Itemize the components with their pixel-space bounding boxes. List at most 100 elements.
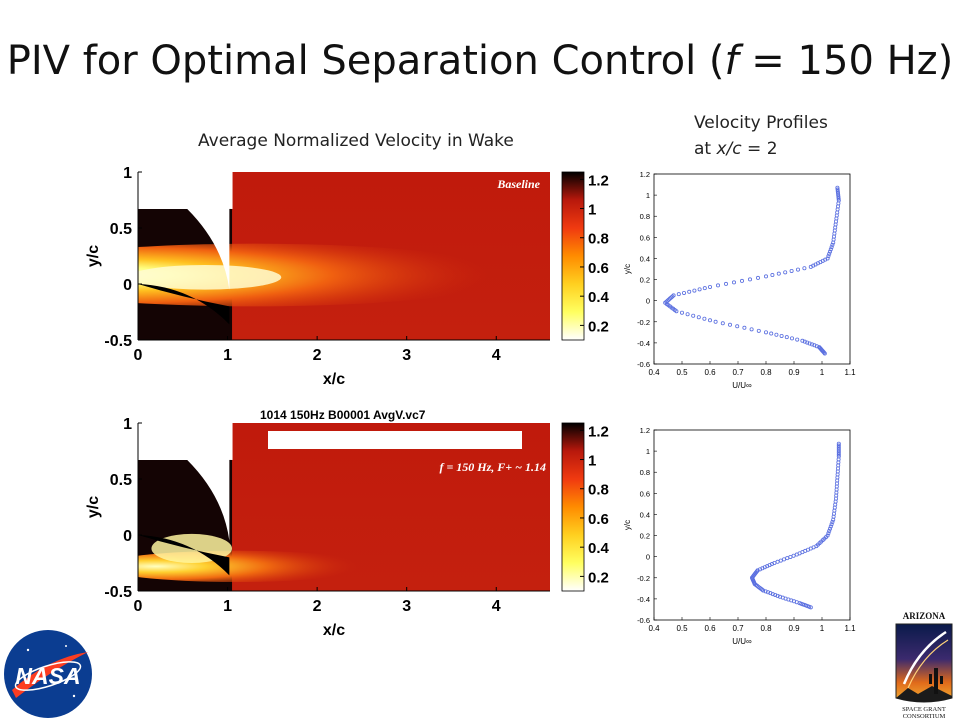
airfoil-shadow [138,535,230,576]
profile-marker [836,194,841,199]
profile-marker [836,450,841,455]
profile-marker [770,592,775,597]
profile-markers [663,185,841,356]
profile-marker [836,452,841,457]
profile-marker [809,342,814,347]
profile-marker [805,340,810,345]
arizona-space-grant-logo: ARIZONA SPACE GRANT CONSORTIUM [895,611,953,720]
x-axis-label: x/c [323,622,345,639]
profile-marker [789,336,794,341]
y-tick-label: 1.2 [640,426,650,435]
wake-caption: Average Normalized Velocity in Wake [198,131,514,151]
y-tick-label: 1 [123,416,132,433]
profile-frame [653,429,851,621]
profile-marker [827,526,832,531]
y-tick-label: -0.6 [637,616,650,625]
profile-marker [836,448,841,453]
profile-marker [769,331,774,336]
x-tick-label: 0.8 [760,368,772,377]
x-axis-label: U/U∞ [732,637,752,646]
profile-frame [653,173,851,365]
profile-marker [836,441,841,446]
wake-core [138,550,371,583]
y-tick-label: 1 [646,447,650,456]
x-tick-label: 1.1 [844,624,856,633]
profile-marker [827,529,832,534]
x-tick-label: 0.7 [732,624,744,633]
profile-marker [835,189,840,194]
profile-marker [836,198,841,203]
y-tick-label: 0.6 [640,233,650,242]
y-tick-label: -0.6 [637,360,650,369]
profile-marker [755,275,760,280]
x-axis-label: x/c [323,371,345,388]
profile-marker [768,591,773,596]
profile-markers [749,441,841,610]
colorbar-tick-label: 0.6 [588,260,609,277]
profile-marker [828,524,833,529]
profile-marker [791,553,796,558]
y-tick-label: 0 [123,277,132,294]
x-tick-label: 0.8 [760,624,772,633]
profile-marker [680,310,685,315]
profile-marker [825,533,830,538]
contour-plot-forced: f = 150 Hz, F+ ~ 1.14 1014 150Hz B00001 A… [85,408,610,639]
x-tick-label: 0.4 [648,368,660,377]
nasa-logo: NASA [4,630,92,718]
colorbar [561,171,585,341]
profile-marker [827,249,832,254]
masked-region [138,423,230,541]
label-mask [268,431,522,449]
profile-marker [836,445,841,450]
plot-annotation: f = 150 Hz, F+ ~ 1.14 [439,460,546,474]
x-tick-label: 0 [134,347,143,364]
profile-marker [696,315,701,320]
profile-marker [836,196,841,201]
y-axis-label: y/c [85,496,102,518]
y-tick-label: -0.5 [104,584,132,601]
profile-marker [800,338,805,343]
colorbar-tick-label: 0.8 [588,231,609,248]
x-tick-label: 2 [313,598,322,615]
colorbar-tick-label: 0.4 [588,540,610,557]
x-tick-label: 0.6 [704,624,716,633]
y-tick-label: 0.5 [110,221,132,238]
y-tick-label: -0.4 [637,595,650,604]
profile-marker [825,256,830,261]
profile-marker [770,273,775,278]
y-tick-label: 0.6 [640,489,650,498]
profile-marker [795,337,800,342]
profile-marker [835,185,840,190]
profile-marker [779,333,784,338]
colorbar-tick-label: 0.2 [588,318,609,335]
profile-marker [724,281,729,286]
colorbar-tick-label: 0.4 [588,289,610,306]
x-tick-label: 0.6 [704,368,716,377]
y-tick-label: 0.4 [640,254,650,263]
profile-marker [676,292,681,297]
profile-marker [812,343,817,348]
profile-marker [773,592,778,597]
y-tick-label: 0 [123,528,132,545]
profile-marker [772,560,777,565]
y-tick-label: -0.2 [637,318,650,327]
airfoil-shadow [138,284,230,325]
profile-marker [829,245,834,250]
profile-marker [740,278,745,283]
contour-field [138,423,550,591]
profile-marker [828,247,833,252]
x-tick-label: 0.9 [788,624,800,633]
profile-marker [829,522,834,527]
plot-title: 1014 150Hz B00001 AvgV.vc7 [260,408,426,422]
x-tick-label: 1 [820,368,825,377]
profiles-caption: Velocity Profiles at x/c = 2 [694,113,828,159]
profile-marker [807,341,812,346]
profile-marker [691,313,696,318]
arizona-logo-bottom-2: CONSORTIUM [903,713,946,720]
profile-marker [735,324,740,329]
colorbar-tick-label: 0.6 [588,511,609,528]
contour-field [138,172,550,340]
profile-marker [749,327,754,332]
profile-marker [775,593,780,598]
profile-marker [836,443,841,448]
